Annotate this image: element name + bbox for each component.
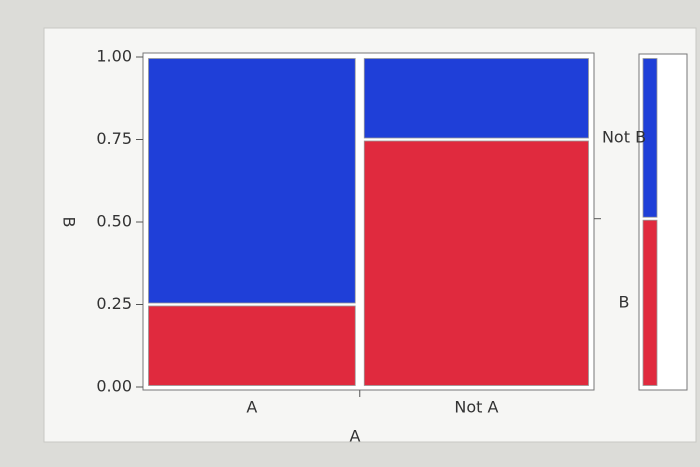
legend-label: B <box>619 292 630 311</box>
mosaic-cell <box>363 58 589 139</box>
legend-label: Not B <box>602 127 646 146</box>
y-tick-label: 0.75 <box>96 129 132 148</box>
mosaic-cell <box>363 140 589 386</box>
mosaic-cell <box>148 58 356 304</box>
y-tick-label: 0.00 <box>96 377 132 396</box>
x-tick-label: A <box>246 398 257 417</box>
y-tick-label: 0.50 <box>96 212 132 231</box>
x-tick-label: Not A <box>454 398 498 417</box>
mosaic-cell <box>148 305 356 386</box>
y-axis-title: B <box>60 217 79 228</box>
x-axis-title: A <box>350 427 361 446</box>
marginal-segment <box>642 58 658 218</box>
y-tick-label: 1.00 <box>96 47 132 66</box>
y-tick-label: 0.25 <box>96 294 132 313</box>
marginal-segment <box>642 219 658 386</box>
